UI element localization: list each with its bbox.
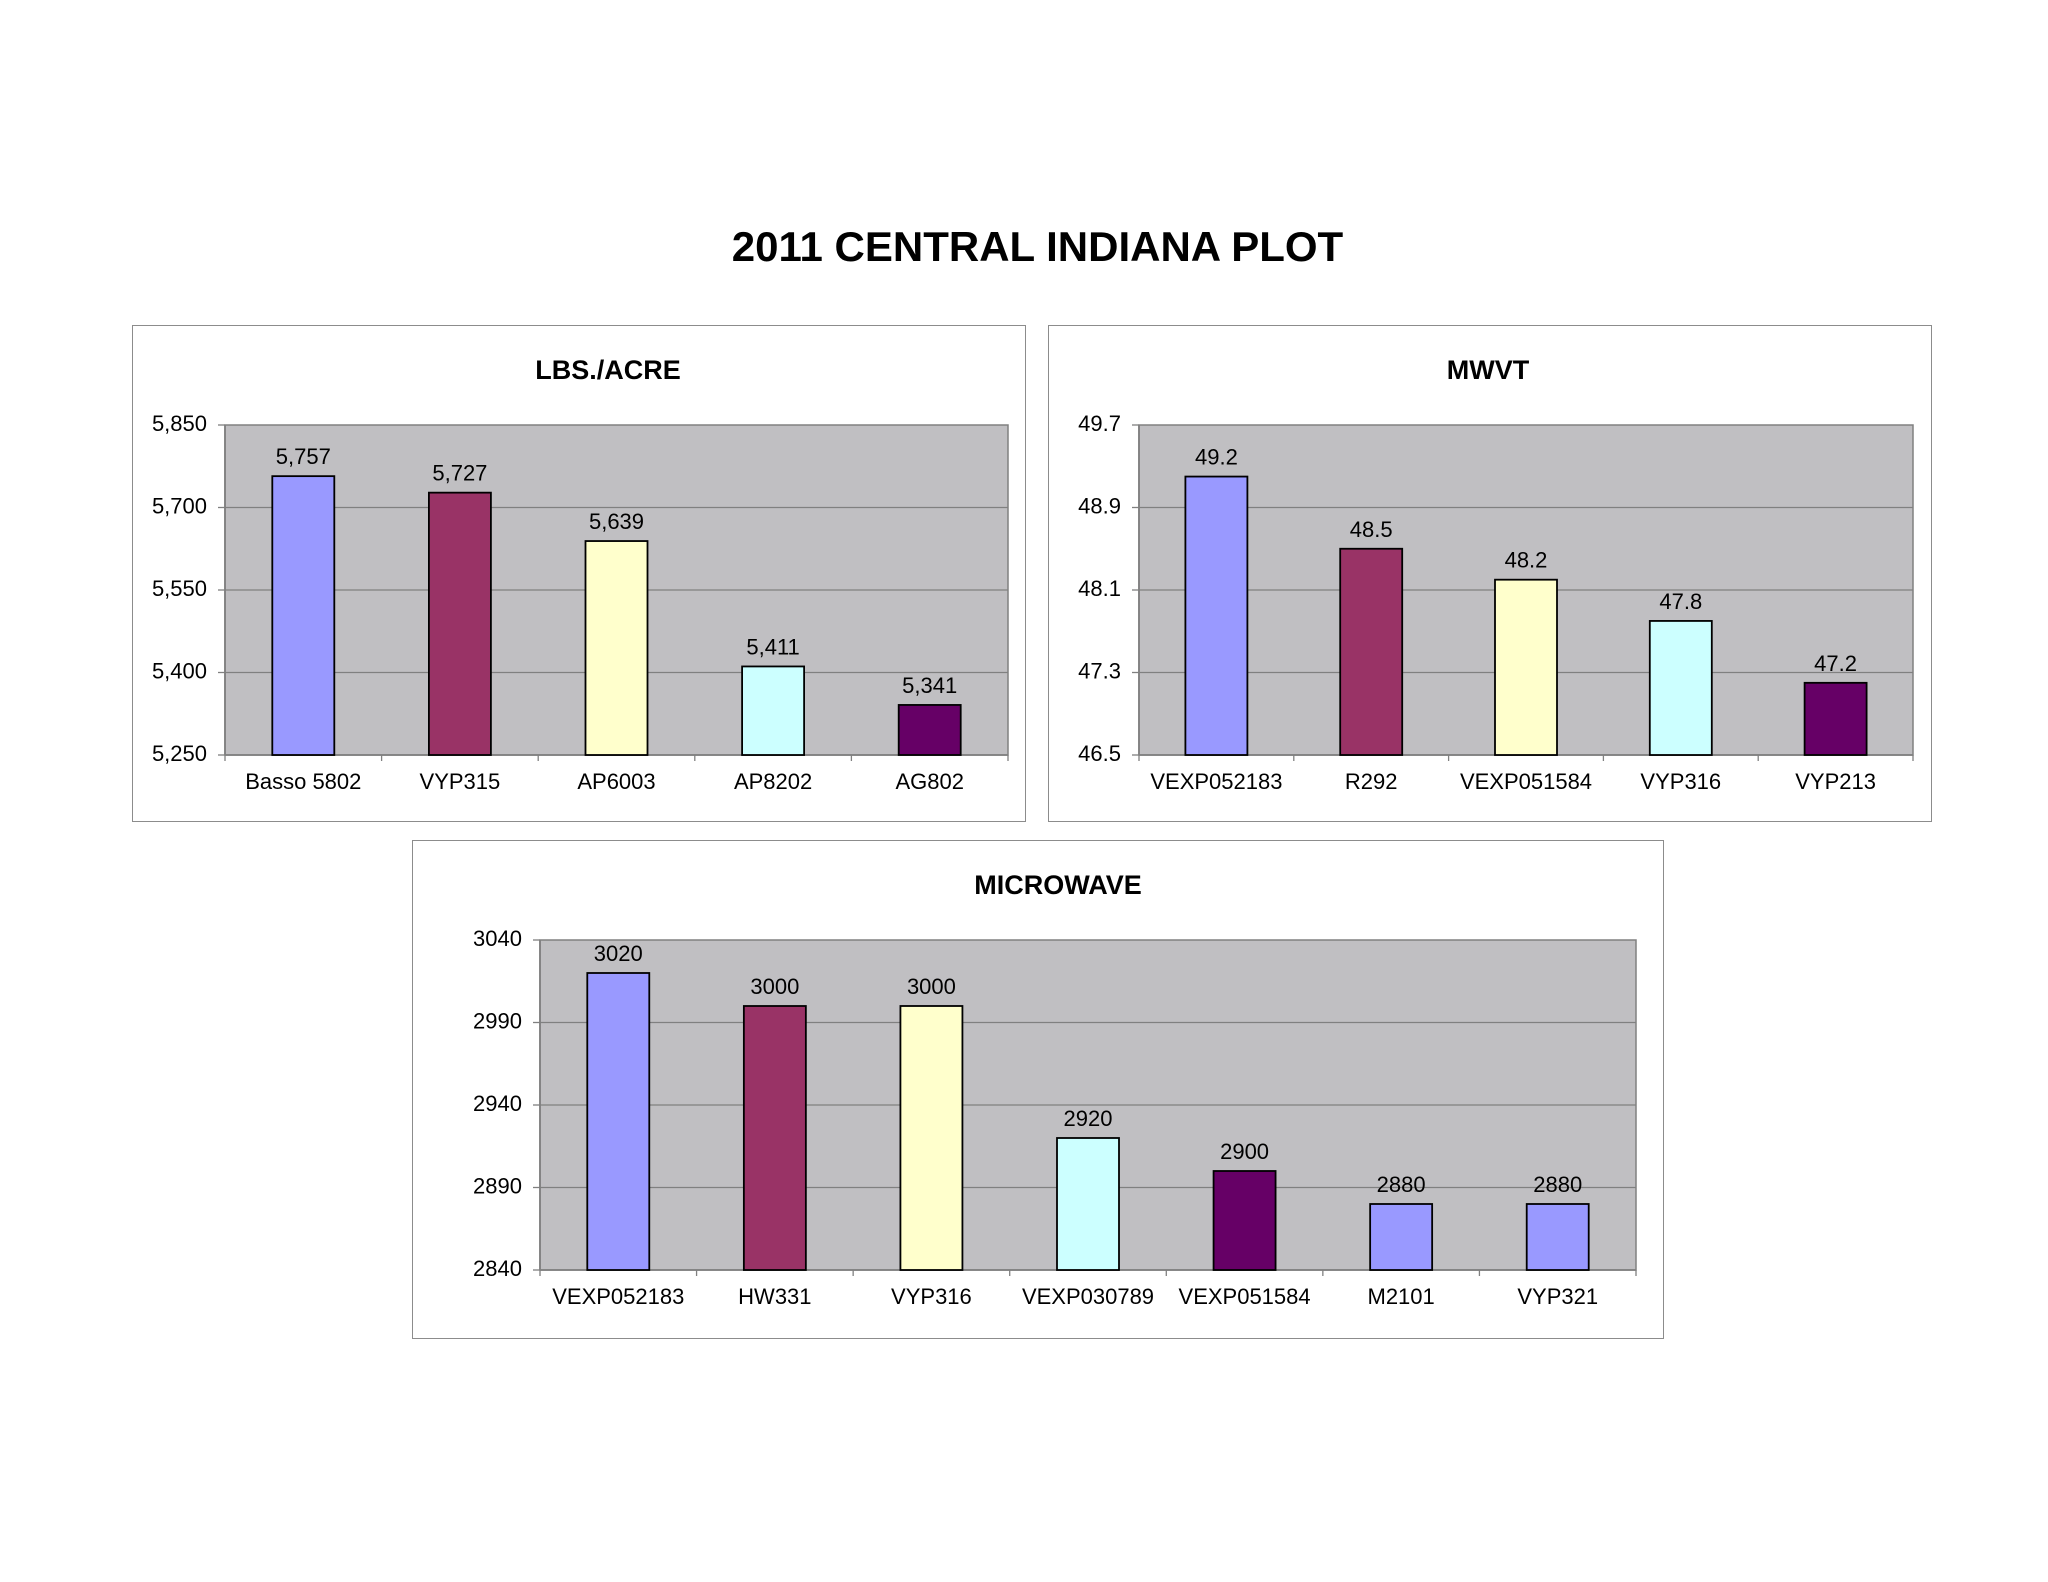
lbs-acre-data-label-5: 5,341 [902,673,957,698]
microwave-data-label-2: 3000 [750,974,799,999]
mwvt-chart-svg: MWVT 46.5 47.3 48.1 48.9 49.7 49.2 VEXP052183 48… [1078,355,1914,794]
mwvt-y-tick-label: 47.3 [1078,658,1121,683]
lbs-acre-bar-1 [271,475,336,756]
mwvt-category-label-1: VEXP052183 [1150,769,1282,794]
lbs-acre-category-label-5: AG802 [895,769,964,794]
mwvt-y-tick-label: 48.9 [1078,493,1121,518]
microwave-y-tick-label: 3040 [473,926,522,951]
mwvt-data-label-4: 47.8 [1659,589,1702,614]
mwvt-bar-1 [1184,475,1249,756]
microwave-category-label-1: VEXP052183 [552,1284,684,1309]
mwvt-y-tick-label: 49.7 [1078,411,1121,436]
lbs-acre-category-label-1: Basso 5802 [245,769,361,794]
lbs-acre-data-label-3: 5,639 [589,509,644,534]
lbs-acre-data-label-2: 5,727 [432,461,487,486]
mwvt-category-label-5: VYP213 [1795,769,1876,794]
microwave-data-label-7: 2880 [1533,1172,1582,1197]
mwvt-y-tick-label: 48.1 [1078,576,1121,601]
lbs-acre-data-label-4: 5,411 [746,634,799,659]
page-title: 2011 CENTRAL INDIANA PLOT [731,223,1344,270]
microwave-chart-svg: MICROWAVE 2840 2890 2940 2990 3040 3020 VEXP052… [473,870,1637,1309]
lbs-acre-category-label-2: VYP315 [420,769,501,794]
microwave-data-label-4: 2920 [1064,1106,1113,1131]
microwave-bar-7 [1525,1203,1590,1271]
mwvt-data-label-5: 47.2 [1814,651,1857,676]
microwave-category-label-5: VEXP051584 [1179,1284,1311,1309]
lbs-acre-chart: LBS./ACRE 5,250 5,400 5,550 5,700 5,850 5,757 B… [132,325,1026,822]
mwvt-chart: MWVT 46.5 47.3 48.1 48.9 49.7 49.2 VEXP052183 48… [1048,325,1932,822]
lbs-acre-y-tick-label: 5,400 [152,658,207,683]
microwave-y-tick-label: 2890 [473,1173,522,1198]
microwave-category-label-3: VYP316 [891,1284,972,1309]
microwave-bar-6 [1369,1203,1434,1271]
mwvt-data-label-3: 48.2 [1505,548,1548,573]
microwave-category-label-6: M2101 [1368,1284,1435,1309]
microwave-data-label-3: 3000 [907,974,956,999]
lbs-acre-y-tick-label: 5,700 [152,493,207,518]
lbs-acre-y-tick-label: 5,250 [152,741,207,766]
microwave-bar-2 [742,1005,807,1271]
lbs-acre-bar-4 [741,665,805,756]
lbs-acre-y-tick-label: 5,850 [152,411,207,436]
microwave-chart-title: MICROWAVE [974,870,1142,900]
mwvt-bar-4 [1648,620,1713,756]
microwave-category-label-2: HW331 [738,1284,811,1309]
lbs-acre-category-label-3: AP6003 [577,769,655,794]
lbs-acre-bar-5 [897,704,962,756]
microwave-chart: MICROWAVE 2840 2890 2940 2990 3040 3020 VEXP052… [412,840,1664,1339]
microwave-bar-3 [899,1005,964,1271]
microwave-data-label-6: 2880 [1377,1172,1426,1197]
microwave-data-label-5: 2900 [1220,1139,1269,1164]
microwave-bar-1 [586,972,651,1271]
mwvt-y-tick-label: 46.5 [1078,741,1121,766]
mwvt-bar-5 [1803,681,1868,756]
mwvt-data-label-2: 48.5 [1350,517,1393,542]
lbs-acre-bar-3 [584,540,649,756]
microwave-category-label-7: VYP321 [1517,1284,1598,1309]
mwvt-bar-3 [1494,578,1558,756]
lbs-acre-chart-svg: LBS./ACRE 5,250 5,400 5,550 5,700 5,850 5,757 B… [152,355,1009,794]
microwave-bar-4 [1056,1137,1120,1271]
mwvt-category-label-2: R292 [1345,769,1398,794]
lbs-acre-chart-title: LBS./ACRE [535,355,681,385]
microwave-bar-5 [1212,1170,1277,1271]
mwvt-bar-2 [1339,547,1404,756]
mwvt-chart-title: MWVT [1447,355,1530,385]
lbs-acre-bar-2 [427,491,492,756]
lbs-acre-category-label-4: AP8202 [734,769,812,794]
mwvt-category-label-3: VEXP051584 [1460,769,1592,794]
microwave-y-tick-label: 2990 [473,1008,522,1033]
mwvt-category-label-4: VYP316 [1640,769,1721,794]
microwave-y-tick-label: 2840 [473,1256,522,1281]
microwave-data-label-1: 3020 [594,941,643,966]
microwave-y-tick-label: 2940 [473,1091,522,1116]
mwvt-data-label-1: 49.2 [1195,445,1238,470]
lbs-acre-y-tick-label: 5,550 [152,576,207,601]
microwave-category-label-4: VEXP030789 [1022,1284,1154,1309]
lbs-acre-data-label-1: 5,757 [276,444,331,469]
